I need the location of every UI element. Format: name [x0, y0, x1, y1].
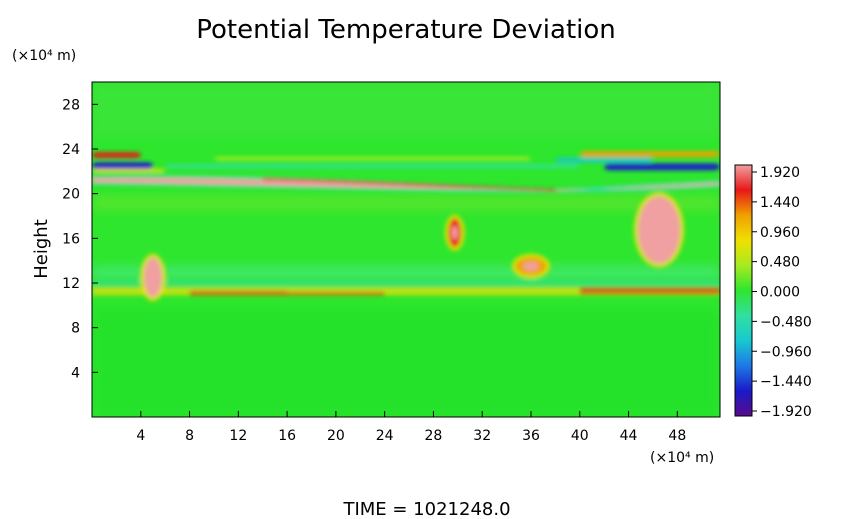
x-unit-label: (×10⁴ m) — [650, 450, 714, 466]
y-tick-label: 4 — [71, 365, 80, 381]
x-tick-label: 24 — [376, 428, 394, 444]
x-tick-label: 48 — [668, 428, 686, 444]
x-axis-ticks: 4 8 12 16 20 24 28 32 36 40 44 48 — [136, 411, 686, 444]
field-sharp-features — [92, 151, 720, 302]
y-tick-label: 20 — [62, 187, 80, 203]
upper-wave-band-streak — [555, 157, 653, 163]
plume-4-peak — [648, 213, 670, 247]
colorbar-tick-label: −0.960 — [760, 344, 812, 360]
colorbar-tick-label: 0.480 — [760, 255, 800, 271]
tropopause-band-red — [579, 287, 720, 295]
x-tick-label: 8 — [185, 428, 194, 444]
x-tick-label: 40 — [571, 428, 589, 444]
plume-3-peak — [523, 261, 539, 271]
y-unit-label: (×10⁴ m) — [12, 48, 76, 64]
upper-wave-band-streak — [92, 152, 141, 158]
x-tick-label: 28 — [425, 428, 443, 444]
plot-frame — [91, 81, 721, 418]
field-features — [92, 82, 720, 417]
x-tick-label: 12 — [229, 428, 247, 444]
y-axis-label: Height — [31, 219, 52, 279]
time-label: TIME = 1021248.0 — [342, 499, 510, 519]
field-soft-variation — [92, 82, 720, 417]
tropopause-band-yellow — [92, 287, 720, 296]
colorbar-tick-label: −1.920 — [760, 404, 812, 420]
stratospheric-layer-red-line — [262, 178, 556, 192]
y-tick-label: 8 — [71, 321, 80, 337]
x-tick-label: 16 — [278, 428, 296, 444]
heatmap-field — [92, 82, 720, 417]
upper-wave-band-streak — [213, 156, 531, 161]
tropopause-band-red — [189, 290, 288, 296]
x-tick-label: 32 — [473, 428, 491, 444]
colorbar-tick-label: 1.440 — [760, 195, 800, 211]
upper-wave-band-streak — [92, 162, 153, 170]
colorbar-tick-label: 0.000 — [760, 285, 800, 301]
y-tick-label: 16 — [62, 231, 80, 247]
x-tick-label: 4 — [136, 428, 145, 444]
colorbar-tick-label: 1.920 — [760, 165, 800, 181]
chart-title: Potential Temperature Deviation — [196, 15, 616, 45]
tropopause-band-red — [287, 291, 385, 296]
x-tick-label: 20 — [327, 428, 345, 444]
colorbar-tick-label: −1.440 — [760, 374, 812, 390]
colorbar-bar — [734, 164, 753, 417]
stratospheric-layer-core — [92, 177, 720, 192]
y-tick-label: 12 — [62, 276, 80, 292]
colorbar: 1.920 1.440 0.960 0.480 0.000 −0.480 −0.960 −1.… — [734, 164, 812, 420]
y-tick-label: 28 — [62, 97, 80, 113]
x-tick-label: 44 — [620, 428, 638, 444]
colorbar-tick-label: −0.480 — [760, 314, 812, 330]
upper-wave-band-streak — [165, 164, 580, 168]
colorbar-ticks: 1.920 1.440 0.960 0.480 0.000 −0.480 −0.960 −1.… — [752, 165, 812, 420]
colorbar-tick-label: 0.960 — [760, 225, 800, 241]
plume-1-peak — [148, 267, 158, 288]
y-axis-ticks: 4 8 12 16 20 24 28 — [62, 97, 98, 381]
upper-wave-band-streak — [579, 151, 720, 157]
x-tick-label: 36 — [522, 428, 540, 444]
upper-wave-band-streak — [604, 163, 720, 171]
tropopause-band-cyan — [92, 279, 720, 287]
plume-2-peak — [451, 225, 458, 240]
upper-wave-band-streak — [92, 169, 166, 173]
y-tick-label: 24 — [62, 142, 80, 158]
